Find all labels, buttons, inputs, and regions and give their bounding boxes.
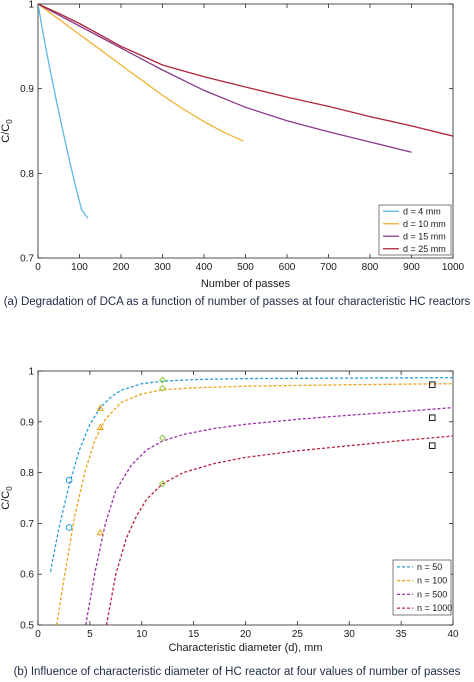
data-point-diamond bbox=[158, 480, 167, 488]
legend-label: d = 15 mm bbox=[403, 231, 446, 241]
legend-label: n = 1000 bbox=[417, 603, 452, 613]
y-tick-label: 0.7 bbox=[20, 519, 34, 530]
y-tick-label: 0.9 bbox=[20, 84, 34, 95]
x-tick-label: 400 bbox=[196, 262, 213, 273]
x-tick-label: 25 bbox=[292, 629, 304, 640]
plot-frame bbox=[37, 370, 454, 626]
legend-box bbox=[392, 559, 452, 616]
y-tick-label: 0.6 bbox=[20, 570, 34, 581]
y-tick-label: 1 bbox=[28, 367, 34, 378]
series-line bbox=[38, 4, 89, 219]
x-tick-label: 900 bbox=[403, 262, 420, 273]
legend-box bbox=[378, 204, 452, 256]
chart-a: 0 100 200 300 400 500 600 700 800 900 1000 0.7 0.8 0.… bbox=[0, 0, 465, 290]
x-tick-label: 100 bbox=[71, 262, 88, 273]
x-tick-label: 800 bbox=[362, 262, 379, 273]
x-axis-title: Characteristic diameter (d), mm bbox=[168, 642, 322, 654]
y-tick-label: 0.8 bbox=[20, 169, 34, 180]
data-point-square bbox=[428, 381, 436, 389]
series-line bbox=[38, 4, 453, 137]
data-point-diamond bbox=[158, 434, 167, 442]
x-tick-label: 15 bbox=[188, 629, 200, 640]
x-tick-label: 500 bbox=[237, 262, 254, 273]
legend-label: n = 100 bbox=[417, 576, 447, 586]
y-tick-label: 0.7 bbox=[20, 254, 34, 265]
data-point-triangle bbox=[96, 423, 104, 431]
y-axis-title: C/C0 bbox=[0, 119, 14, 143]
series-line bbox=[85, 406, 453, 625]
y-tick-label: 1 bbox=[28, 0, 34, 11]
y-axis-title: C/C0 bbox=[0, 486, 14, 510]
data-point-circle bbox=[65, 476, 73, 484]
legend-label: d = 4 mm bbox=[403, 206, 441, 216]
legend-label: n = 50 bbox=[417, 562, 442, 572]
y-tick-label: 0.9 bbox=[20, 417, 34, 428]
x-tick-label: 5 bbox=[87, 629, 93, 640]
data-point-diamond bbox=[158, 376, 167, 384]
series-line bbox=[38, 4, 412, 153]
data-point-diamond bbox=[158, 384, 167, 392]
series-line bbox=[56, 383, 453, 625]
x-tick-label: 0 bbox=[35, 262, 41, 273]
x-tick-label: 35 bbox=[396, 629, 408, 640]
series-group bbox=[38, 4, 453, 219]
series-line bbox=[38, 4, 244, 142]
y-tick-label: 0.5 bbox=[20, 621, 34, 632]
x-tick-label: 1000 bbox=[442, 262, 465, 273]
caption-b: (b) Influence of characteristic diameter… bbox=[13, 666, 461, 678]
data-point-square bbox=[428, 414, 436, 422]
data-point-circle bbox=[65, 524, 73, 531]
data-point-triangle bbox=[96, 404, 104, 411]
chart-b: 0 5 10 15 20 25 30 35 40 0.5 0.6 0.7 0.8 0.9 1 Characte… bbox=[0, 367, 459, 655]
series-group bbox=[49, 376, 453, 625]
legend-label: n = 500 bbox=[417, 589, 447, 599]
x-tick-label: 10 bbox=[136, 629, 148, 640]
x-tick-label: 300 bbox=[154, 262, 171, 273]
series-line bbox=[49, 376, 453, 572]
legend-label: d = 25 mm bbox=[403, 244, 446, 254]
x-tick-label: 200 bbox=[113, 262, 130, 273]
series-line bbox=[105, 435, 453, 625]
x-tick-label: 700 bbox=[320, 262, 337, 273]
legend-label: d = 10 mm bbox=[403, 219, 446, 229]
x-tick-label: 20 bbox=[240, 629, 252, 640]
x-axis-title: Number of passes bbox=[201, 278, 291, 290]
x-tick-label: 40 bbox=[447, 629, 459, 640]
x-tick-label: 600 bbox=[279, 262, 296, 273]
data-point-square bbox=[428, 442, 436, 449]
x-tick-label: 30 bbox=[344, 629, 356, 640]
x-tick-label: 0 bbox=[35, 629, 41, 640]
y-tick-label: 0.8 bbox=[20, 468, 34, 479]
data-point-triangle bbox=[96, 528, 104, 536]
caption-a: (a) Degradation of DCA as a function of … bbox=[3, 296, 471, 308]
